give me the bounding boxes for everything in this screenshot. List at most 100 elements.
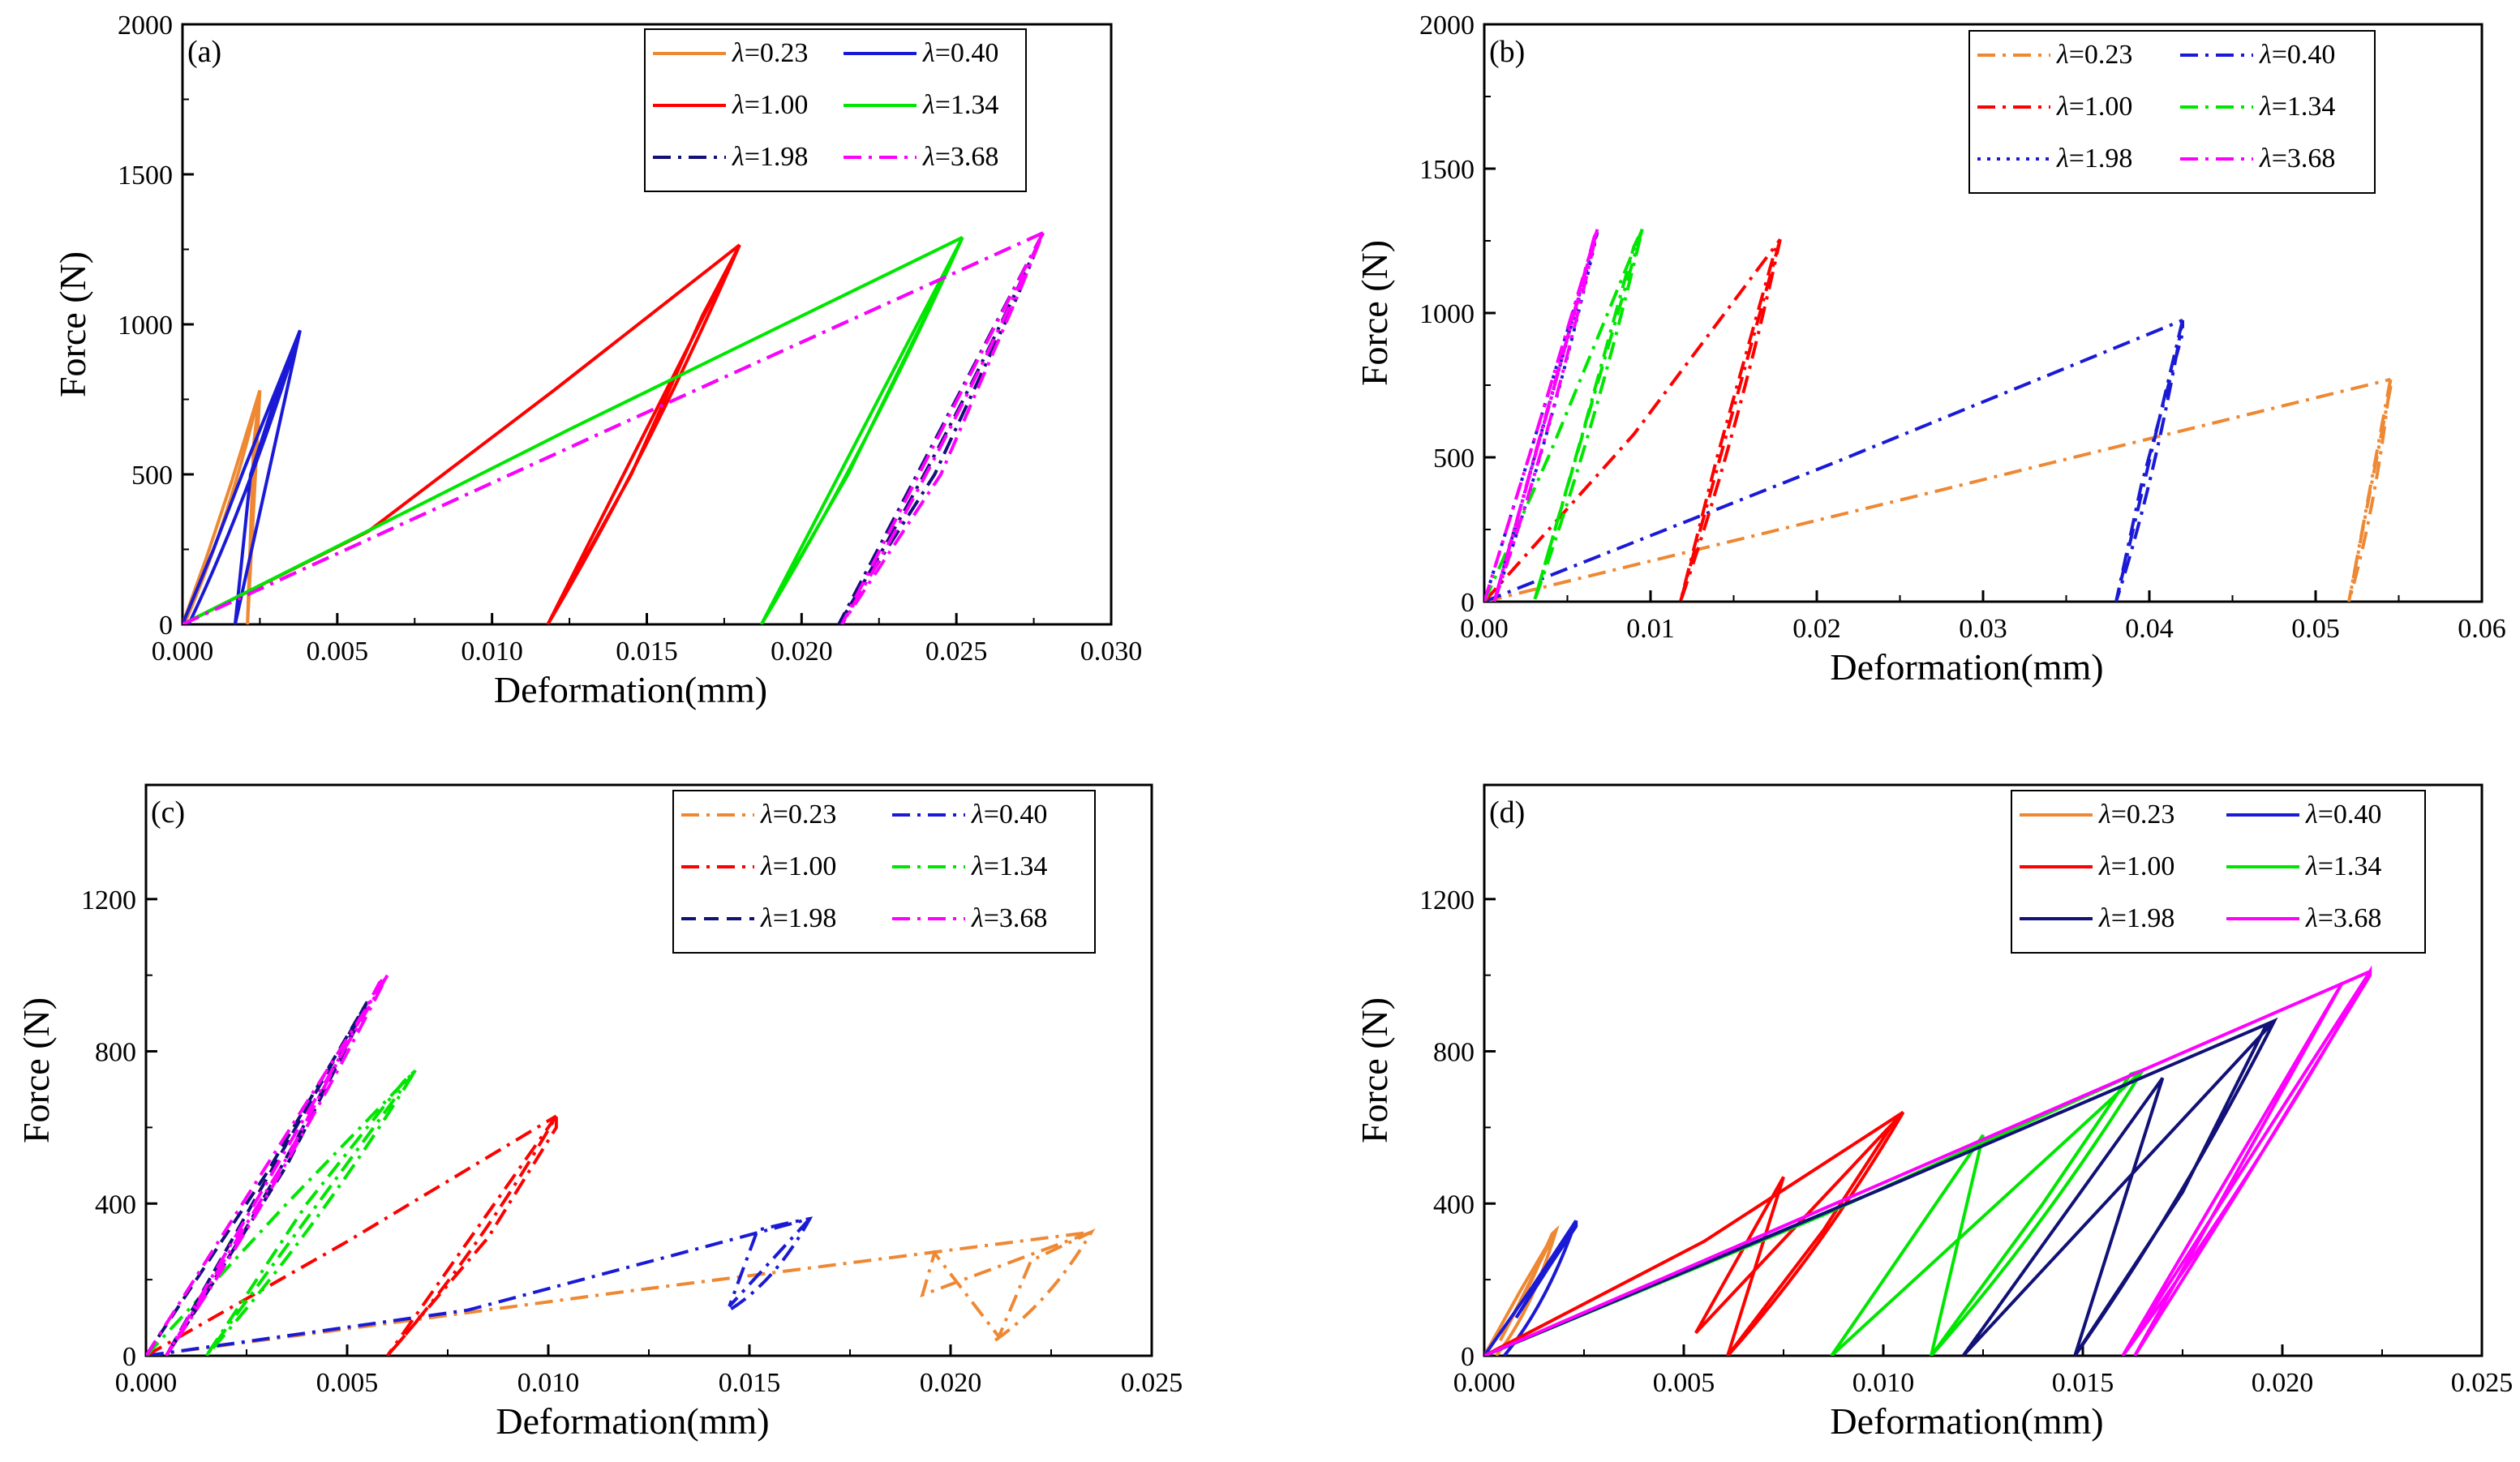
legend-entry: λ=1.98 [760, 903, 836, 933]
y-tick-label: 500 [131, 461, 173, 491]
x-tick-label: 0.005 [316, 1368, 379, 1398]
legend: λ=0.23 λ=0.40 λ=1.00 λ=1.34 λ=1.98 λ=3.68 [672, 790, 1096, 954]
y-tick-label: 0 [122, 1342, 136, 1372]
x-tick-label: 0.000 [115, 1368, 178, 1398]
y-tick-label: 2000 [118, 11, 173, 41]
x-tick-label: 0.020 [920, 1368, 982, 1398]
x-tick-label: 0.03 [1959, 614, 2007, 644]
series-loop-1 [920, 1228, 1096, 1342]
legend-entry: λ=0.40 [2305, 800, 2381, 830]
series-line-1 [146, 1230, 1092, 1356]
legend-entry: λ=1.00 [760, 851, 836, 881]
series-loop-4 [759, 236, 964, 624]
series-line-4 [1484, 229, 1644, 602]
series-loop-1 [182, 389, 262, 624]
legend-entry: λ=1.98 [2098, 903, 2174, 933]
series-line-3 [1484, 238, 1782, 602]
x-tick-label: 0.015 [2052, 1368, 2114, 1398]
series-loop-4 [1532, 228, 1644, 602]
x-tick-label: 0.06 [2458, 614, 2506, 644]
series-loop-6 [840, 232, 1045, 624]
x-tick-label: 0.025 [2451, 1368, 2514, 1398]
x-tick-label: 0.000 [1453, 1368, 1516, 1398]
y-tick-label: 0 [1461, 588, 1475, 618]
y-tick-label: 0 [159, 611, 173, 641]
x-tick-label: 0.005 [307, 637, 369, 667]
series-loop-3 [385, 1109, 558, 1356]
y-tick-label: 800 [1433, 1038, 1475, 1068]
series-line-6 [1484, 970, 2371, 1356]
x-axis-title: Deformation(mm) [496, 1400, 769, 1442]
series-loop-2 [728, 1216, 814, 1312]
y-axis-title: Force (N) [1354, 240, 1395, 386]
legend-box [644, 28, 1027, 192]
y-tick-label: 400 [1433, 1190, 1475, 1220]
x-tick-label: 0.000 [152, 637, 214, 667]
series-loop-4 [204, 1069, 418, 1356]
panel-label: (b) [1489, 35, 1525, 69]
series-loop-2 [2114, 319, 2184, 602]
chart-panel-2: 0.00 0.01 0.02 0.03 0.04 0.05 0.06 0 500 1000 1500… [1354, 11, 2506, 688]
y-tick-label: 500 [1433, 444, 1475, 474]
series-loop-6 [165, 974, 389, 1356]
series-loop-6 [2121, 965, 2372, 1356]
legend-entry: λ=0.40 [922, 38, 998, 68]
x-tick-label: 0.020 [771, 637, 833, 667]
legend: λ=0.23 λ=0.40 λ=1.00 λ=1.34 λ=1.98 λ=3.68 [1968, 30, 2376, 194]
y-tick-label: 1200 [81, 885, 136, 915]
series-line-4 [146, 1069, 417, 1356]
legend-entry: λ=1.00 [732, 90, 808, 120]
x-tick-label: 0.025 [1121, 1368, 1183, 1398]
panel-label: (d) [1489, 795, 1525, 830]
y-tick-label: 1000 [118, 311, 173, 341]
x-tick-label: 0.00 [1460, 614, 1509, 644]
legend-entry: λ=0.23 [2056, 40, 2132, 70]
series-loop-2 [1503, 1220, 1578, 1356]
series-line-6 [146, 974, 389, 1356]
legend-entry: λ=1.00 [2056, 92, 2132, 122]
x-tick-label: 0.030 [1080, 637, 1143, 667]
chart-panel-4: 0.000 0.005 0.010 0.015 0.020 0.025 0 400 800 120… [1354, 783, 2514, 1442]
y-tick-label: 2000 [1419, 11, 1475, 41]
legend-entry: λ=0.23 [760, 800, 836, 830]
series-loop-3 [546, 244, 741, 624]
x-tick-label: 0.01 [1626, 614, 1675, 644]
legend-entry: λ=1.34 [2305, 851, 2381, 881]
legend-box [1968, 30, 2376, 194]
series-loop-6 [1492, 229, 1599, 602]
legend-entry: λ=0.23 [2098, 800, 2174, 830]
legend-entry: λ=0.40 [2259, 40, 2335, 70]
series-loop-5 [165, 1001, 369, 1356]
x-tick-label: 0.02 [1792, 614, 1841, 644]
x-tick-label: 0.015 [719, 1368, 781, 1398]
legend-box [2011, 790, 2426, 954]
series-loop-4 [1830, 1067, 2147, 1356]
y-tick-label: 800 [95, 1038, 136, 1068]
series-line-3 [146, 1114, 557, 1356]
x-tick-label: 0.010 [461, 637, 523, 667]
legend-entry: λ=3.68 [2305, 903, 2381, 933]
legend-entry: λ=0.40 [971, 800, 1047, 830]
series-loop-3 [1678, 238, 1782, 602]
y-tick-label: 1500 [1419, 155, 1475, 185]
x-tick-label: 0.020 [2252, 1368, 2314, 1398]
legend-box [672, 790, 1096, 954]
x-tick-label: 0.05 [2291, 614, 2340, 644]
legend-entry: λ=1.98 [2056, 144, 2132, 174]
series-loop-5 [1961, 1017, 2278, 1356]
series-line-6 [1484, 229, 1599, 602]
series-line-4 [182, 235, 964, 624]
series-line-1 [182, 389, 262, 624]
series-line-5 [1484, 1019, 2275, 1356]
legend-entry: λ=0.23 [732, 38, 808, 68]
y-tick-label: 400 [95, 1190, 136, 1220]
legend-entry: λ=1.34 [922, 90, 998, 120]
legend: λ=0.23 λ=0.40 λ=1.00 λ=1.34 λ=1.98 λ=3.68 [644, 28, 1027, 192]
panel-label: (a) [187, 35, 221, 69]
x-axis-title: Deformation(mm) [494, 669, 767, 710]
legend-entry: λ=1.34 [2259, 92, 2335, 122]
x-tick-label: 0.010 [1852, 1368, 1915, 1398]
series-loop-2 [187, 329, 302, 624]
y-tick-label: 1000 [1419, 299, 1475, 329]
